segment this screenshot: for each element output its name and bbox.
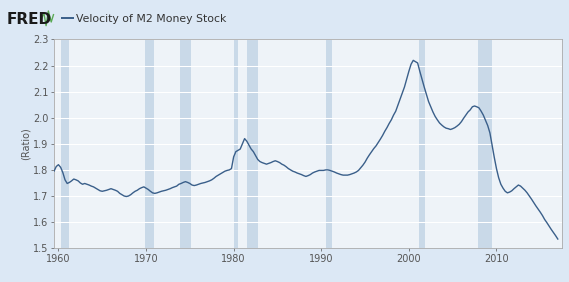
- Y-axis label: (Ratio): (Ratio): [20, 127, 30, 160]
- Bar: [180, 39, 191, 248]
- Text: Velocity of M2 Money Stock: Velocity of M2 Money Stock: [76, 14, 226, 24]
- Text: FRED: FRED: [7, 12, 52, 27]
- Bar: [325, 39, 332, 248]
- Bar: [479, 39, 492, 248]
- Bar: [234, 39, 238, 248]
- Bar: [61, 39, 69, 248]
- Bar: [145, 39, 154, 248]
- Bar: [247, 39, 258, 248]
- Bar: [419, 39, 425, 248]
